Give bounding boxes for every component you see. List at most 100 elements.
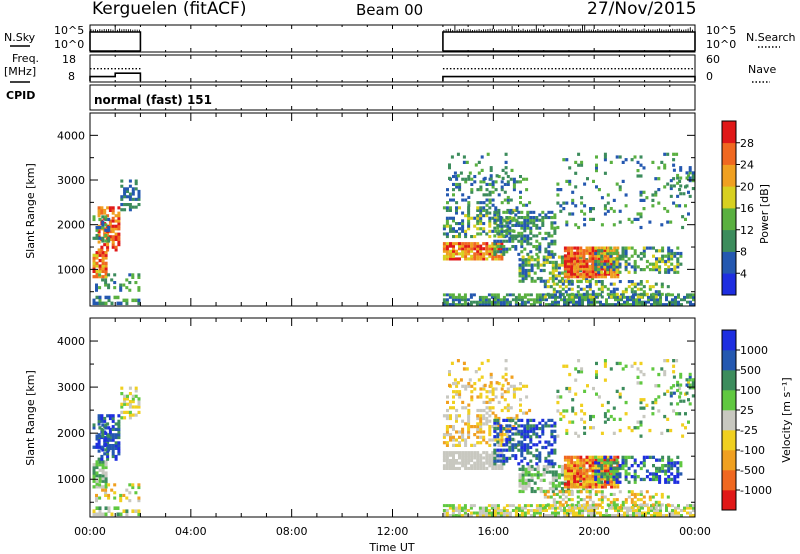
power-cell: [535, 216, 539, 220]
power-cell: [526, 252, 530, 256]
power-cell: [508, 229, 512, 233]
power-cell: [482, 247, 486, 251]
velocity-cell: [618, 480, 622, 484]
velocity-cell: [491, 459, 495, 463]
power-cell: [651, 198, 655, 202]
velocity-cell: [505, 443, 509, 447]
velocity-cell: [126, 410, 129, 414]
power-cell: [603, 285, 607, 289]
power-cell: [599, 300, 602, 304]
velocity-cell: [546, 495, 550, 499]
power-cell: [470, 177, 474, 181]
power-cell: [117, 206, 121, 210]
power-cell: [462, 155, 466, 159]
velocity-cell: [92, 479, 96, 483]
velocity-cell: [481, 511, 485, 515]
power-cell: [654, 190, 658, 194]
power-cell: [467, 211, 471, 215]
cpid-text: normal (fast) 151: [94, 93, 212, 107]
power-cell: [470, 190, 474, 194]
power-cell: [584, 298, 587, 302]
velocity-cell: [529, 504, 533, 508]
power-cell: [639, 280, 643, 284]
power-cell: [689, 295, 692, 299]
power-cell: [487, 300, 491, 304]
velocity-cell: [597, 469, 601, 473]
x-tick-label-5: 20:00: [578, 525, 610, 538]
velocity-cell: [624, 458, 628, 462]
power-cell: [476, 247, 480, 251]
power-cell: [585, 272, 589, 276]
velocity-cell: [489, 375, 493, 379]
power-cell: [615, 268, 619, 272]
velocity-cell: [627, 426, 631, 430]
power-cell: [612, 251, 616, 256]
power-cell: [576, 259, 580, 263]
velocity-cell: [538, 421, 542, 425]
power-cell: [592, 179, 595, 183]
power-cell: [489, 166, 493, 170]
velocity-cell: [667, 469, 671, 473]
velocity-cell: [626, 506, 629, 510]
velocity-cell: [652, 455, 655, 459]
power-cell: [113, 286, 117, 290]
power-cell: [517, 223, 521, 227]
power-cell: [676, 246, 680, 250]
velocity-cell: [548, 487, 552, 491]
velocity-cell: [525, 395, 529, 399]
velocity-cell: [520, 506, 524, 510]
power-cell: [563, 262, 567, 266]
velocity-cell: [461, 464, 465, 468]
power-cell: [114, 224, 118, 228]
power-cell: [532, 216, 536, 220]
power-cell: [588, 246, 592, 250]
power-cell: [117, 232, 121, 236]
velocity-cell: [509, 384, 513, 388]
power-cell: [579, 246, 583, 250]
power-cell: [650, 298, 653, 302]
velocity-cell: [458, 435, 461, 439]
velocity-cell: [92, 465, 96, 470]
power-cell: [501, 168, 505, 172]
power-cell: [579, 267, 583, 271]
power-cell: [110, 278, 114, 282]
power-cell: [561, 287, 565, 291]
power-cell: [570, 267, 574, 271]
velocity-cell: [122, 509, 126, 513]
power-cell: [104, 253, 108, 257]
velocity-cell: [626, 509, 629, 512]
velocity-cell: [556, 400, 560, 405]
power-cell: [111, 237, 115, 241]
velocity-cell: [545, 514, 548, 517]
power-cell: [554, 266, 558, 270]
velocity-cell: [654, 500, 658, 504]
velocity-cell: [573, 506, 577, 510]
velocity-cell: [92, 423, 96, 427]
velocity-cell: [595, 370, 598, 374]
power-cell: [512, 182, 516, 186]
velocity-cell: [122, 493, 126, 497]
velocity-cell: [464, 464, 468, 468]
velocity-cell: [467, 453, 471, 457]
power-cell: [594, 254, 598, 258]
power-cell: [594, 265, 598, 269]
power-cell: [606, 270, 610, 274]
velocity-cell: [470, 459, 474, 463]
power-cell: [101, 226, 105, 230]
velocity-cell: [95, 499, 98, 503]
power-cell: [449, 198, 452, 202]
velocity-cell: [660, 431, 664, 435]
velocity-cell: [483, 383, 487, 388]
velocity-cell: [571, 406, 575, 410]
velocity-cell: [673, 461, 677, 465]
velocity-cell: [523, 427, 527, 431]
velocity-cell: [539, 489, 543, 494]
velocity-cell: [470, 453, 474, 457]
power-cell: [546, 280, 550, 284]
velocity-cell: [557, 481, 561, 485]
power-cell: [545, 258, 549, 262]
power-cell: [542, 279, 546, 283]
power-cell: [620, 303, 623, 306]
power-cell: [532, 298, 536, 302]
power-cell: [478, 295, 482, 299]
